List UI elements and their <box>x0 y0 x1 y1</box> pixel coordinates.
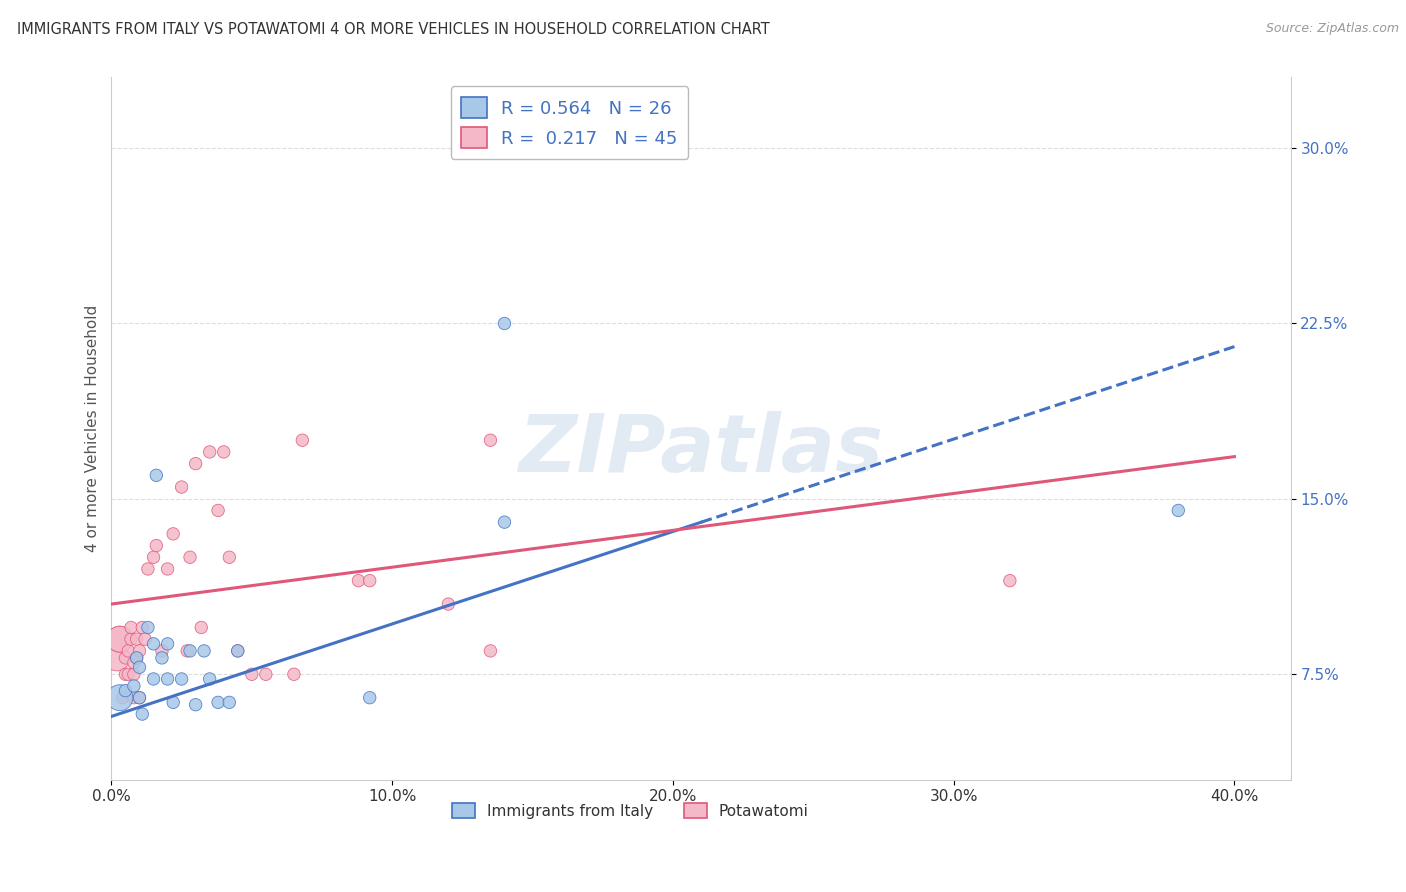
Point <box>170 480 193 494</box>
Point <box>184 457 207 471</box>
Point <box>125 651 148 665</box>
Point <box>198 672 221 686</box>
Point <box>136 562 159 576</box>
Point <box>226 644 249 658</box>
Point <box>347 574 370 588</box>
Legend: Immigrants from Italy, Potawatomi: Immigrants from Italy, Potawatomi <box>446 797 815 824</box>
Point <box>494 316 516 330</box>
Point <box>162 695 184 709</box>
Point <box>134 632 156 647</box>
Point <box>128 660 150 674</box>
Point <box>108 690 131 705</box>
Point <box>193 644 215 658</box>
Point <box>111 690 134 705</box>
Point <box>1167 503 1189 517</box>
Point <box>184 698 207 712</box>
Point <box>226 644 249 658</box>
Point <box>114 651 136 665</box>
Point <box>114 667 136 681</box>
Point <box>170 672 193 686</box>
Point <box>142 672 165 686</box>
Point <box>128 690 150 705</box>
Point <box>437 597 460 611</box>
Point <box>176 644 198 658</box>
Point <box>145 539 167 553</box>
Point <box>190 620 212 634</box>
Text: IMMIGRANTS FROM ITALY VS POTAWATOMI 4 OR MORE VEHICLES IN HOUSEHOLD CORRELATION : IMMIGRANTS FROM ITALY VS POTAWATOMI 4 OR… <box>17 22 769 37</box>
Point <box>108 632 131 647</box>
Point <box>179 550 201 565</box>
Point <box>125 632 148 647</box>
Point <box>212 445 235 459</box>
Point <box>359 574 381 588</box>
Point <box>207 695 229 709</box>
Text: Source: ZipAtlas.com: Source: ZipAtlas.com <box>1265 22 1399 36</box>
Point <box>128 644 150 658</box>
Point <box>479 644 502 658</box>
Point <box>142 550 165 565</box>
Point <box>179 644 201 658</box>
Point <box>494 515 516 529</box>
Point <box>162 526 184 541</box>
Text: ZIPatlas: ZIPatlas <box>519 410 883 489</box>
Point <box>150 644 173 658</box>
Point <box>125 651 148 665</box>
Point <box>156 672 179 686</box>
Point <box>122 656 145 670</box>
Point <box>283 667 305 681</box>
Point <box>131 707 153 722</box>
Point <box>998 574 1021 588</box>
Point <box>131 620 153 634</box>
Point <box>122 679 145 693</box>
Point <box>108 632 131 647</box>
Point <box>291 434 314 448</box>
Point <box>120 632 142 647</box>
Point <box>254 667 277 681</box>
Y-axis label: 4 or more Vehicles in Household: 4 or more Vehicles in Household <box>86 305 100 552</box>
Point <box>117 667 139 681</box>
Point <box>359 690 381 705</box>
Point <box>150 651 173 665</box>
Point <box>105 651 128 665</box>
Point <box>156 637 179 651</box>
Point <box>145 468 167 483</box>
Point <box>479 434 502 448</box>
Point <box>122 667 145 681</box>
Point <box>218 550 240 565</box>
Point <box>240 667 263 681</box>
Point <box>114 683 136 698</box>
Point <box>218 695 240 709</box>
Point <box>136 620 159 634</box>
Point <box>198 445 221 459</box>
Point <box>156 562 179 576</box>
Point <box>128 690 150 705</box>
Point <box>207 503 229 517</box>
Point <box>120 620 142 634</box>
Point <box>117 644 139 658</box>
Point <box>142 637 165 651</box>
Point <box>122 690 145 705</box>
